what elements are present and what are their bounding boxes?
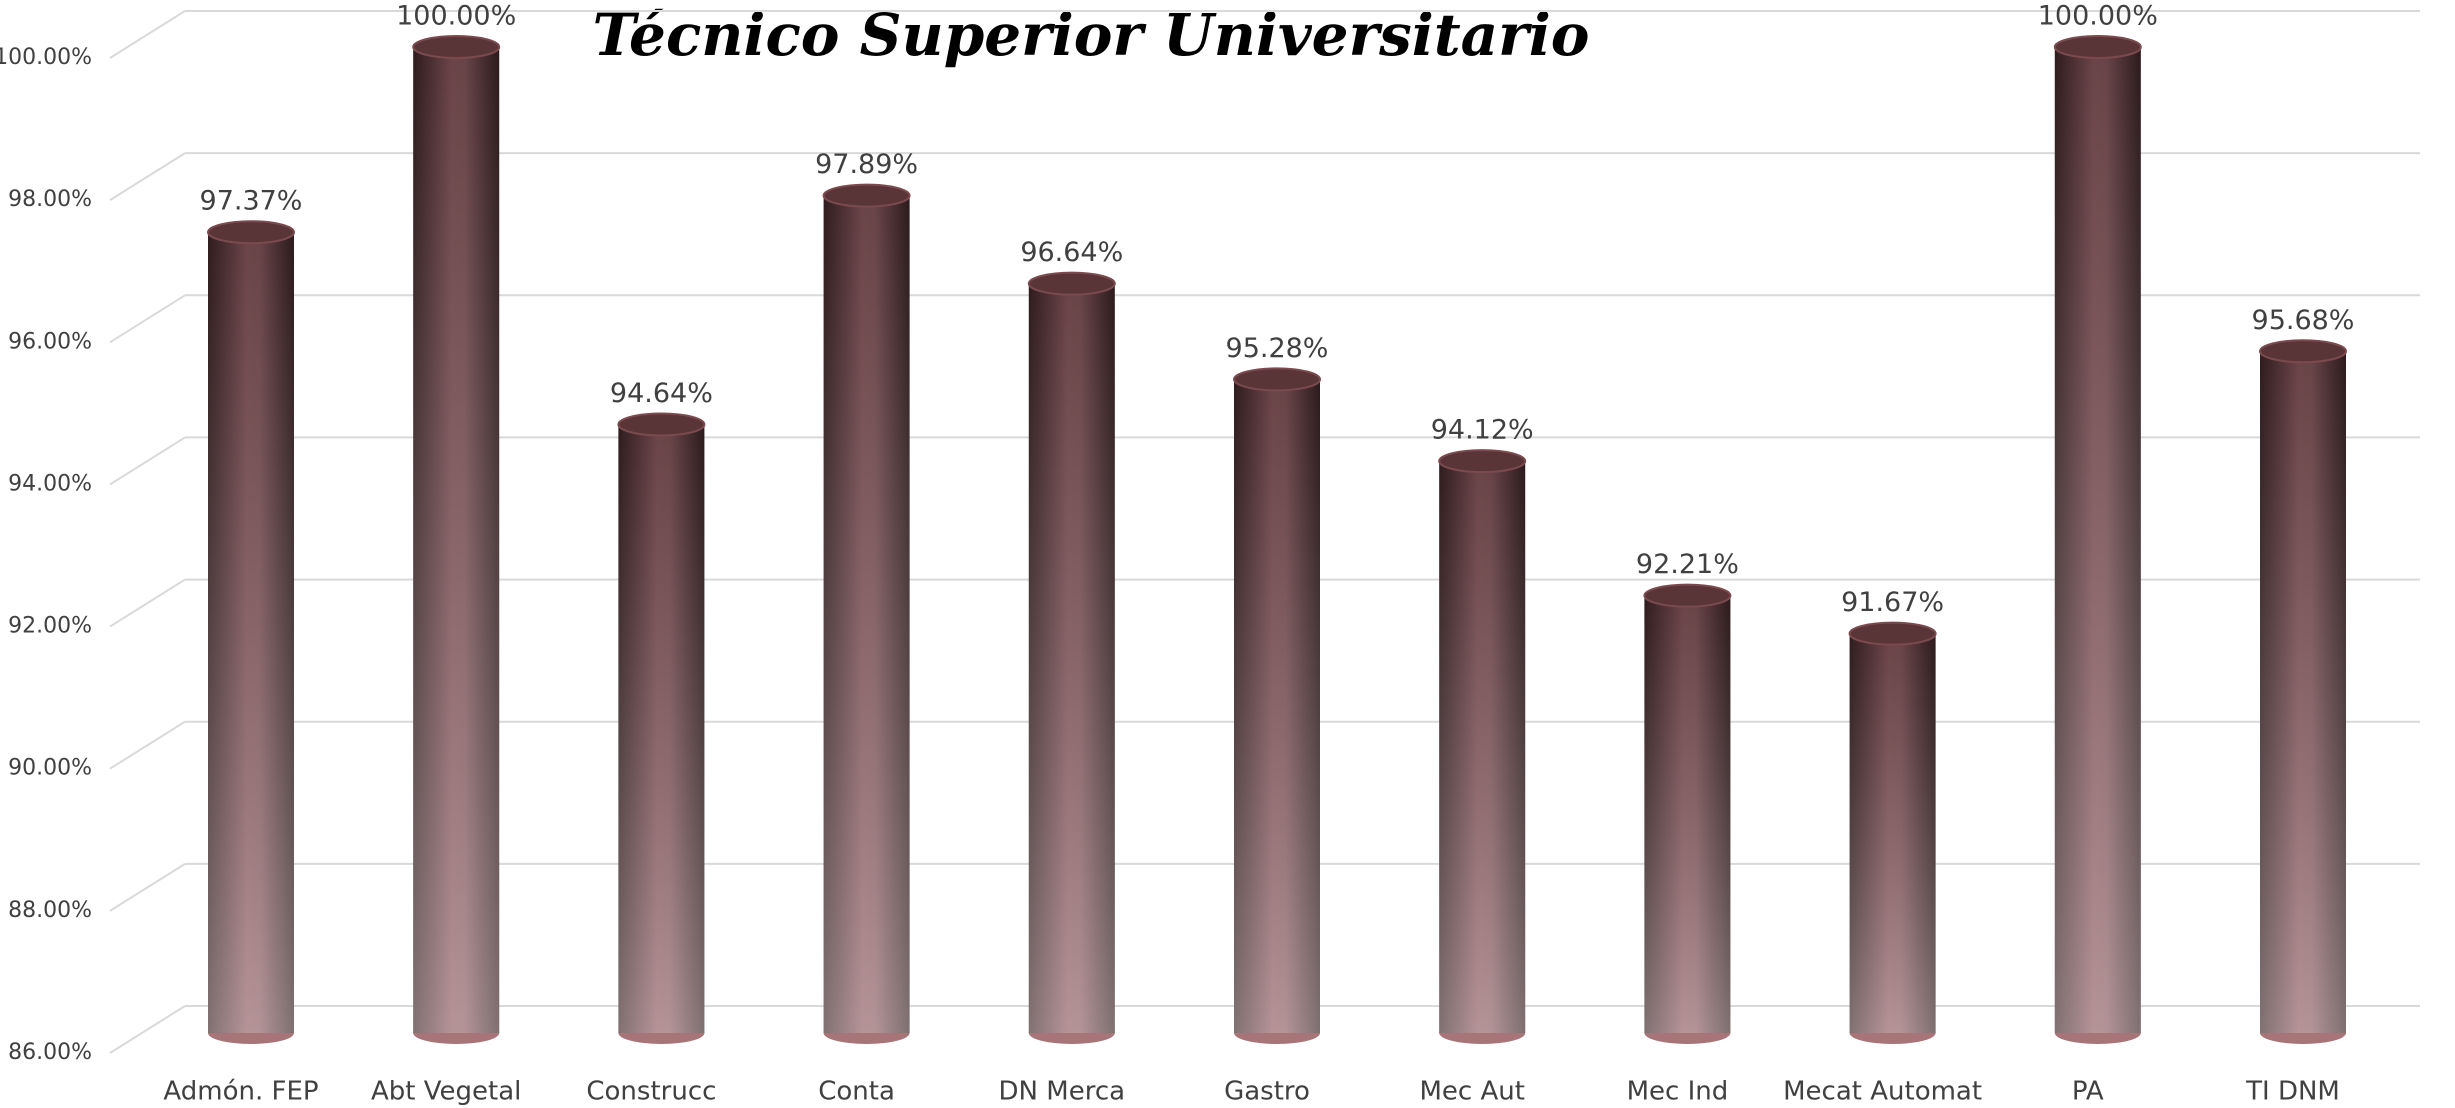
bar-shade <box>1849 633 1936 1033</box>
value-label: 96.64% <box>1020 237 1123 268</box>
y-tick-label: 92.00% <box>8 614 92 639</box>
bar-shade <box>1028 283 1115 1033</box>
bar-cap <box>207 220 295 245</box>
bar-shade <box>1439 461 1526 1033</box>
value-label: 91.67% <box>1841 587 1944 618</box>
grid-line <box>109 152 186 201</box>
bar-cap <box>2053 35 2142 59</box>
bar-shade <box>2260 351 2346 1033</box>
y-tick-label: 90.00% <box>8 756 92 781</box>
bar-shade <box>823 195 910 1034</box>
x-tick-label: Gastro <box>1224 1077 1310 1107</box>
bar-shade <box>618 424 705 1033</box>
x-tick-label: Mec Ind <box>1627 1077 1729 1107</box>
x-tick-label: Conta <box>818 1077 895 1107</box>
bar-cap <box>617 412 706 437</box>
grid-line <box>109 294 186 344</box>
y-tick-label: 96.00% <box>8 329 92 354</box>
bar-shade <box>1644 595 1731 1033</box>
value-label: 97.37% <box>200 186 303 217</box>
value-label: 100.00% <box>2038 1 2158 32</box>
bar-cap <box>2259 339 2347 364</box>
bar-shade <box>413 47 500 1033</box>
x-tick-label: Abt Vegetal <box>371 1077 521 1107</box>
grid-line <box>109 1005 186 1054</box>
value-label: 100.00% <box>396 1 516 32</box>
bar-cap <box>822 183 911 208</box>
x-tick-label: DN Merca <box>999 1077 1126 1107</box>
bar-shade <box>208 232 294 1033</box>
bar-cap <box>1027 271 1116 296</box>
x-tick-label: TI DNM <box>2245 1077 2340 1107</box>
x-tick-label: Admón. FEP <box>163 1077 318 1107</box>
y-tick-label: 86.00% <box>8 1040 92 1065</box>
bar-cap <box>1233 367 1321 392</box>
bar-shade <box>2054 47 2141 1033</box>
grid-line <box>109 578 186 628</box>
y-tick-label: 100.00% <box>0 45 92 70</box>
grid-line <box>109 720 186 770</box>
value-label: 94.12% <box>1431 415 1534 446</box>
x-tick-label: Mec Aut <box>1419 1077 1524 1107</box>
grid-line <box>109 10 186 59</box>
value-label: 97.89% <box>815 149 918 180</box>
value-label: 95.28% <box>1226 333 1329 364</box>
x-tick-label: Mecat Automat <box>1783 1077 1982 1107</box>
x-tick-label: Construcc <box>586 1077 716 1107</box>
value-label: 92.21% <box>1636 549 1739 580</box>
bar-cap <box>1848 621 1937 646</box>
x-tick-label: PA <box>2072 1077 2104 1107</box>
bar-cap <box>1643 583 1732 608</box>
value-label: 94.64% <box>610 378 713 409</box>
y-tick-label: 88.00% <box>8 898 92 923</box>
bar-cap <box>412 35 501 59</box>
grid-line <box>109 863 186 912</box>
value-label: 95.68% <box>2252 305 2355 336</box>
grid-line <box>109 436 186 486</box>
y-tick-label: 98.00% <box>8 187 92 212</box>
y-tick-label: 94.00% <box>8 471 92 496</box>
bar-cap <box>1438 449 1527 474</box>
bar-shade <box>1234 379 1320 1033</box>
chart-title: Técnico Superior Universitario <box>593 1 1590 69</box>
